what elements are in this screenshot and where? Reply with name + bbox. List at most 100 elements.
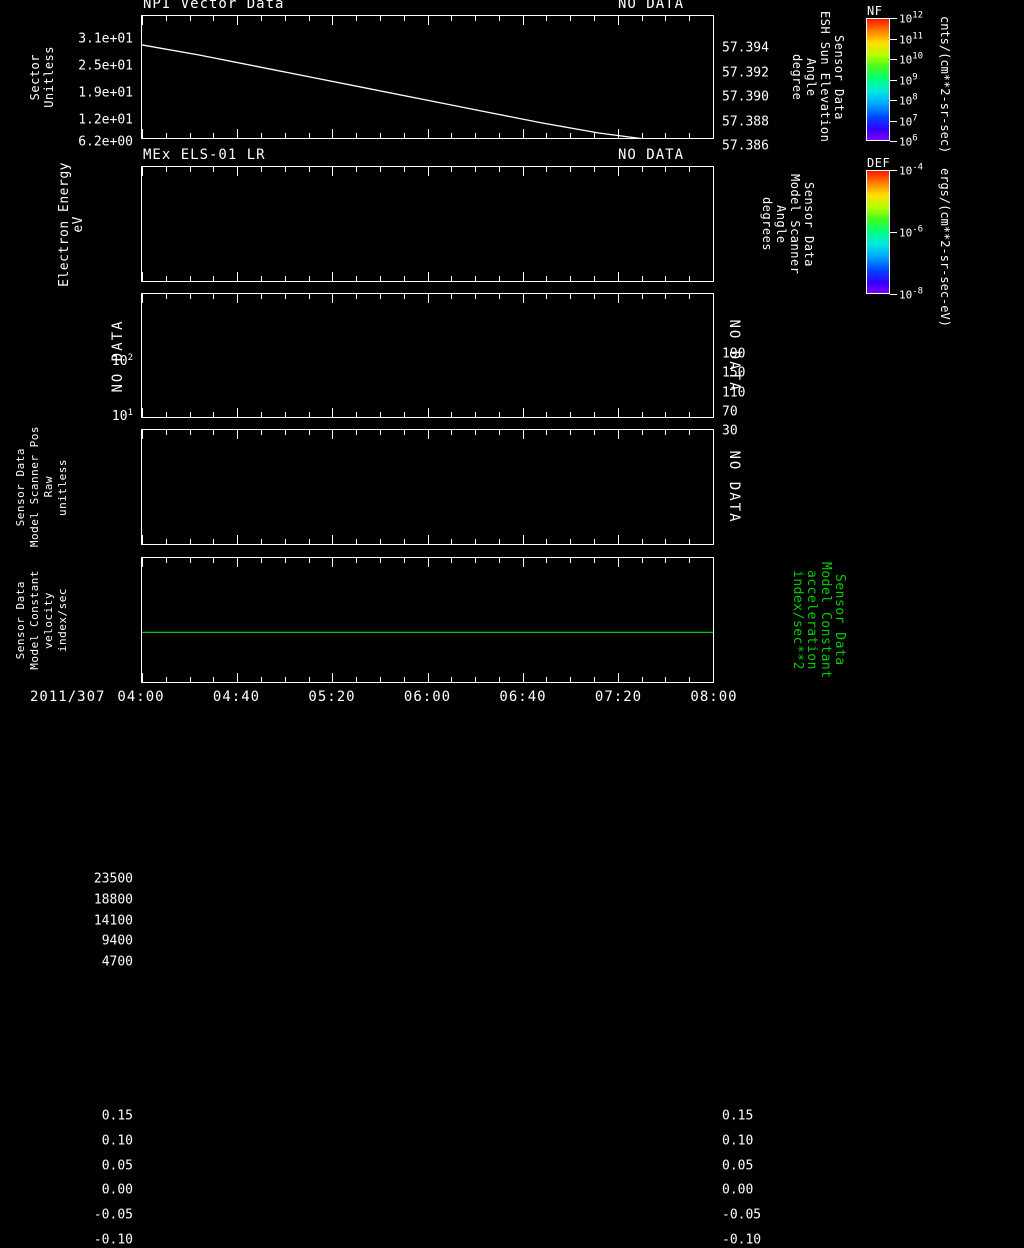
axis-title-line: acceleration xyxy=(804,570,819,670)
x-tick-top xyxy=(618,558,619,567)
colorbar-tick-label: 1012 xyxy=(899,10,924,26)
x-tick-bottom xyxy=(404,677,405,682)
x-tick-bottom xyxy=(261,133,262,138)
x-tick-bottom xyxy=(213,677,214,682)
x-tick-top xyxy=(285,558,286,563)
x-tick-top xyxy=(142,294,143,303)
panel-right-nodata: NO DATA xyxy=(726,450,742,524)
x-tick-top xyxy=(309,16,310,21)
x-tick-bottom xyxy=(237,408,238,417)
x-tick-bottom xyxy=(499,539,500,544)
x-tick-bottom xyxy=(570,539,571,544)
x-tick-top xyxy=(499,294,500,299)
x-tick-bottom xyxy=(451,133,452,138)
x-tick-bottom xyxy=(523,673,524,682)
colorbar-tick-label: 107 xyxy=(899,113,918,128)
x-tick-bottom xyxy=(618,408,619,417)
axis-title-line: Model Scanner Pos xyxy=(28,426,41,548)
x-tick-bottom xyxy=(428,535,429,544)
y-tick-label-right: 57.388 xyxy=(722,114,769,130)
x-tick-top xyxy=(428,167,429,176)
x-tick-top xyxy=(594,430,595,435)
x-tick-top xyxy=(594,16,595,21)
y-tick-label-left: 102 xyxy=(111,352,133,370)
y-tick-label-left: 0.05 xyxy=(101,1158,133,1174)
x-tick-top xyxy=(428,294,429,303)
x-tick-top xyxy=(594,294,595,299)
y-tick-label-left: -0.05 xyxy=(93,1207,133,1223)
x-tick-bottom xyxy=(190,677,191,682)
panel-2: 101 102 30 70 110 150 190 xyxy=(112,166,745,439)
x-tick-bottom xyxy=(142,408,143,417)
axis-title-line: velocity xyxy=(42,591,55,649)
x-tick-bottom xyxy=(570,412,571,417)
y-tick-label-left: 6.2e+00 xyxy=(78,134,133,150)
x-tick-top xyxy=(309,167,310,172)
x-tick-top xyxy=(380,16,381,21)
x-tick-top xyxy=(475,167,476,172)
colorbar-tick xyxy=(890,59,897,60)
x-tick-bottom xyxy=(618,673,619,682)
x-tick-top xyxy=(618,294,619,303)
y-tick-label-right: 70 xyxy=(722,404,738,420)
data-series-line xyxy=(142,44,642,138)
x-tick-bottom xyxy=(261,276,262,281)
x-tick-top xyxy=(546,167,547,172)
x-tick-top xyxy=(689,167,690,172)
x-tick-top xyxy=(356,294,357,299)
x-tick-bottom xyxy=(428,408,429,417)
x-tick-bottom xyxy=(428,272,429,281)
x-tick-top xyxy=(475,430,476,435)
x-tick-bottom xyxy=(428,129,429,138)
x-tick-top xyxy=(689,558,690,563)
x-tick-bottom xyxy=(380,677,381,682)
x-tick-top xyxy=(570,16,571,21)
x-axis-time-label: 04:00 xyxy=(117,689,165,705)
x-tick-bottom xyxy=(309,412,310,417)
x-tick-top xyxy=(570,294,571,299)
x-tick-bottom xyxy=(285,677,286,682)
x-tick-bottom xyxy=(332,673,333,682)
x-tick-bottom xyxy=(404,276,405,281)
x-tick-bottom xyxy=(285,276,286,281)
x-tick-bottom xyxy=(237,272,238,281)
x-axis-time-label: 05:20 xyxy=(308,689,356,705)
x-tick-top xyxy=(261,167,262,172)
colorbar-tick xyxy=(890,39,897,40)
x-axis-time-label: 04:40 xyxy=(212,689,261,705)
axis-title-line: Sensor Data xyxy=(832,34,846,120)
x-tick-bottom xyxy=(380,133,381,138)
y-tick-label-right: 0.10 xyxy=(722,1133,754,1149)
x-tick-top xyxy=(404,558,405,563)
x-tick-top xyxy=(237,294,238,303)
x-tick-bottom xyxy=(285,412,286,417)
x-tick-bottom xyxy=(356,276,357,281)
axis-title-line: Sector xyxy=(28,53,42,101)
x-tick-bottom xyxy=(689,677,690,682)
panel-1-left-title: Sector Unitless xyxy=(28,15,56,139)
x-tick-top xyxy=(213,558,214,563)
x-tick-top xyxy=(190,294,191,299)
axis-title-line: ESH Sun Elevation xyxy=(818,11,832,143)
x-tick-top xyxy=(142,16,143,25)
x-tick-top xyxy=(309,294,310,299)
x-tick-top xyxy=(190,167,191,172)
axis-title-line: degrees xyxy=(760,196,774,252)
x-tick-bottom xyxy=(404,539,405,544)
x-tick-bottom xyxy=(237,673,238,682)
colorbar-gradient xyxy=(867,19,889,140)
colorbar-tick xyxy=(890,121,897,122)
x-tick-bottom xyxy=(356,133,357,138)
colorbar-tick xyxy=(890,170,897,171)
x-tick-top xyxy=(261,430,262,435)
x-tick-bottom xyxy=(499,677,500,682)
x-tick-bottom xyxy=(451,677,452,682)
y-tick-label-right: 190 xyxy=(722,346,746,362)
axis-title-line: Model Constant xyxy=(28,570,41,670)
panel-2-nodata-top: NO DATA xyxy=(618,147,685,163)
y-tick-label-right: 30 xyxy=(722,423,738,439)
x-tick-top xyxy=(261,16,262,21)
x-tick-top xyxy=(475,558,476,563)
axis-title-line: index/sec**2 xyxy=(790,570,805,670)
x-tick-bottom xyxy=(665,133,666,138)
